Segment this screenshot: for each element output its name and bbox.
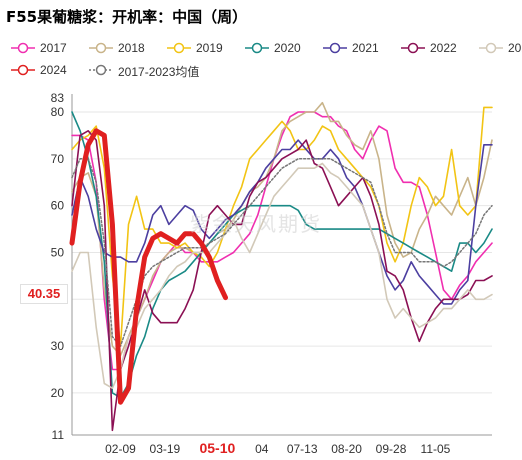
legend-symbol (89, 42, 113, 54)
legend-symbol (479, 42, 503, 54)
legend-label: 2020 (274, 41, 301, 55)
legend-symbol (89, 64, 113, 76)
legend-label: 2019 (196, 41, 223, 55)
x-tick-label: 08-20 (331, 442, 362, 456)
y-tick-label: 83 (51, 91, 65, 105)
legend-label: 2021 (352, 41, 379, 55)
y-tick-label: 11 (52, 428, 65, 442)
y-tick-label: 80 (51, 105, 65, 119)
y-tick-label: 30 (51, 339, 65, 353)
legend-symbol (11, 64, 35, 76)
series-line-2024 (69, 128, 228, 405)
legend-label: 2022 (430, 41, 457, 55)
x-tick-label: 09-28 (376, 442, 407, 456)
legend-label: 2018 (118, 41, 145, 55)
chart-title: F55果葡糖浆：开机率：中国（周） (6, 8, 248, 26)
y-tick-label: 70 (51, 152, 65, 166)
y-tick-label: 50 (51, 245, 65, 259)
series-line-2022 (71, 130, 493, 432)
legend-label: 2023 (508, 41, 522, 55)
latest-value-callout: 40.35 (20, 284, 68, 304)
x-tick-label: 03-19 (150, 442, 181, 456)
series-line-2023 (71, 162, 493, 389)
y-tick-label: 20 (51, 386, 65, 400)
series-line-2021 (71, 139, 493, 305)
legend-symbol (11, 42, 35, 54)
legend-label: 2017 (40, 41, 67, 55)
y-tick-label: 60 (51, 199, 65, 213)
legend-symbol (401, 42, 425, 54)
legend-label: 2017-2023均值 (118, 65, 200, 79)
legend-symbol (245, 42, 269, 54)
series-line-2018 (71, 101, 493, 357)
legend-label: 2024 (40, 63, 67, 77)
x-tick-label: 02-09 (105, 442, 136, 456)
legend-symbol (323, 42, 347, 54)
series-line-2020 (71, 111, 493, 399)
series-line-2017-2023均值 (71, 158, 493, 347)
x-tick-label: 11-05 (421, 442, 451, 456)
watermark: 紫金天风期货 (190, 212, 322, 236)
legend-symbol (167, 42, 191, 54)
x-tick-label: 07-13 (287, 442, 318, 456)
x-tick-label: 04 (255, 442, 269, 456)
x-tick-label: 05-10 (199, 440, 235, 456)
series-line-2019 (71, 106, 493, 347)
